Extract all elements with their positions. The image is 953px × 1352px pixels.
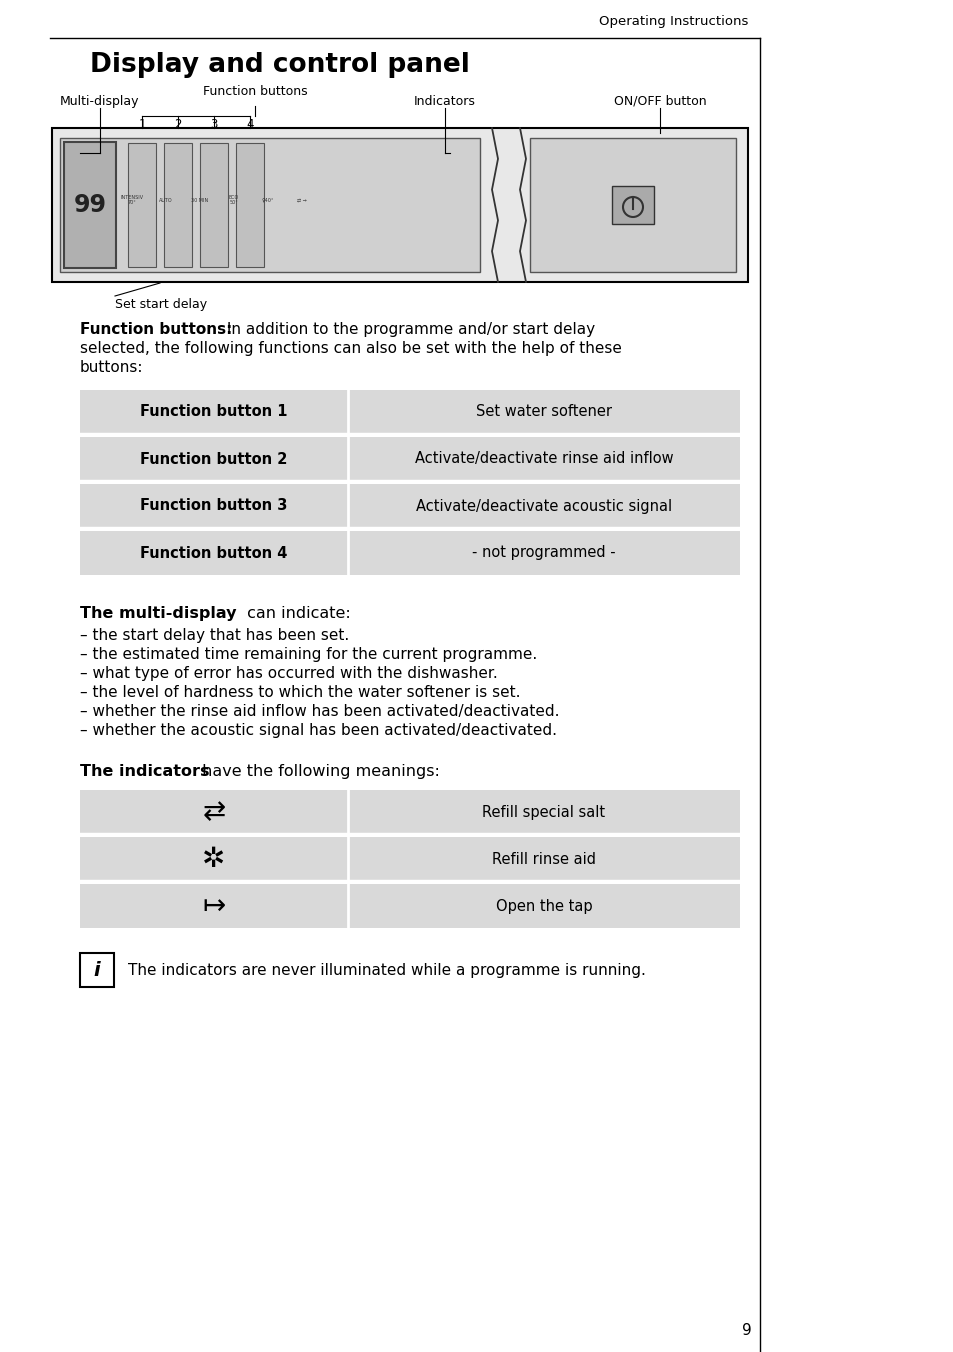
Bar [64, 142, 116, 268]
Text: ON/OFF button: ON/OFF button [613, 95, 705, 108]
Bar [348, 884, 740, 927]
Text: can indicate:: can indicate: [242, 606, 351, 621]
Bar [348, 437, 740, 481]
Text: buttons:: buttons: [80, 360, 143, 375]
Bar [530, 138, 735, 272]
Text: Function button 4: Function button 4 [140, 545, 288, 561]
Text: Function buttons:: Function buttons: [80, 322, 233, 337]
Bar [348, 531, 740, 575]
Bar [612, 187, 654, 224]
Bar [128, 143, 156, 266]
Text: Display and control panel: Display and control panel [90, 51, 470, 78]
Bar [80, 531, 348, 575]
Text: AUTO: AUTO [159, 197, 172, 203]
Bar [348, 484, 740, 529]
Text: Set start delay: Set start delay [115, 297, 207, 311]
Bar [164, 143, 192, 266]
Text: Activate/deactivate rinse aid inflow: Activate/deactivate rinse aid inflow [415, 452, 673, 466]
Text: – the estimated time remaining for the current programme.: – the estimated time remaining for the c… [80, 648, 537, 662]
Text: Open the tap: Open the tap [496, 899, 592, 914]
Text: 99: 99 [73, 193, 107, 218]
Bar [80, 953, 113, 987]
Bar [52, 128, 747, 283]
Bar [80, 790, 348, 834]
Bar [80, 884, 348, 927]
Bar [348, 837, 740, 882]
Text: Function button 3: Function button 3 [140, 499, 288, 514]
Text: – the start delay that has been set.: – the start delay that has been set. [80, 627, 349, 644]
Text: Multi-display: Multi-display [60, 95, 139, 108]
Text: Refill rinse aid: Refill rinse aid [492, 852, 596, 867]
Text: In addition to the programme and/or start delay: In addition to the programme and/or star… [222, 322, 595, 337]
Bar [80, 437, 348, 481]
Text: 2: 2 [174, 118, 182, 131]
Text: ⇄ →: ⇄ → [296, 197, 307, 203]
Bar [80, 484, 348, 529]
Text: – whether the rinse aid inflow has been activated/deactivated.: – whether the rinse aid inflow has been … [80, 704, 558, 719]
Text: Set water softener: Set water softener [476, 404, 612, 419]
Text: Activate/deactivate acoustic signal: Activate/deactivate acoustic signal [416, 499, 671, 514]
Text: selected, the following functions can also be set with the help of these: selected, the following functions can al… [80, 341, 621, 356]
Text: have the following meanings:: have the following meanings: [196, 764, 439, 779]
Text: - not programmed -: - not programmed - [472, 545, 616, 561]
Text: 3: 3 [210, 118, 217, 131]
Text: – the level of hardness to which the water softener is set.: – the level of hardness to which the wat… [80, 685, 520, 700]
Text: 4: 4 [246, 118, 253, 131]
Bar [348, 389, 740, 434]
Text: INTENSIV
70°: INTENSIV 70° [120, 195, 143, 206]
Text: – what type of error has occurred with the dishwasher.: – what type of error has occurred with t… [80, 667, 497, 681]
Text: 1: 1 [138, 118, 146, 131]
Text: ↦: ↦ [202, 892, 226, 919]
Text: Function button 1: Function button 1 [140, 404, 288, 419]
Bar [80, 837, 348, 882]
Bar [60, 138, 479, 272]
Text: i: i [93, 960, 100, 979]
Text: 9: 9 [741, 1324, 751, 1338]
Text: ✲: ✲ [202, 845, 226, 873]
Text: Function button 2: Function button 2 [140, 452, 288, 466]
Text: ♀40°: ♀40° [261, 197, 274, 203]
Text: The multi-display: The multi-display [80, 606, 236, 621]
Text: 30 MIN: 30 MIN [192, 197, 209, 203]
Text: Refill special salt: Refill special salt [482, 804, 605, 819]
Bar [348, 790, 740, 834]
Text: Function buttons: Function buttons [202, 85, 307, 97]
Bar [235, 143, 264, 266]
Text: Indicators: Indicators [414, 95, 476, 108]
Text: Operating Instructions: Operating Instructions [598, 15, 747, 28]
Text: ⇄: ⇄ [202, 798, 226, 826]
Text: – whether the acoustic signal has been activated/deactivated.: – whether the acoustic signal has been a… [80, 723, 557, 738]
Text: ECO
50°: ECO 50° [229, 195, 239, 206]
Text: The indicators are never illuminated while a programme is running.: The indicators are never illuminated whi… [128, 963, 645, 977]
Bar [80, 389, 348, 434]
Bar [200, 143, 228, 266]
Text: The indicators: The indicators [80, 764, 210, 779]
